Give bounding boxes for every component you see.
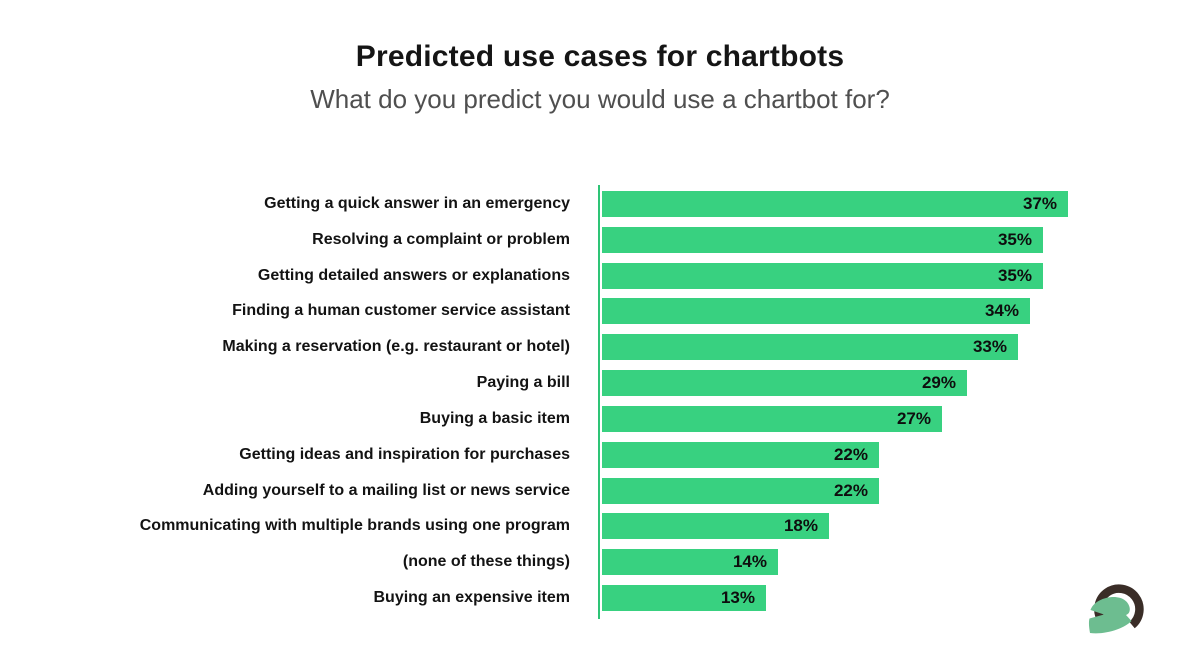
bar: 34% (602, 298, 1030, 325)
category-label: Communicating with multiple brands using… (139, 517, 570, 535)
category-label: Getting detailed answers or explanations (257, 266, 570, 284)
chart-row: (none of these things) 14% (0, 544, 1200, 580)
page-title: Predicted use cases for chartbots (355, 40, 845, 73)
chart-row: Buying a basic item 27% (0, 401, 1200, 437)
category-label: Resolving a complaint or problem (312, 230, 570, 248)
spartan-helmet-logo (1088, 584, 1144, 634)
value-label: 37% (1022, 193, 1057, 213)
bar: 22% (602, 441, 879, 468)
category-label: Getting ideas and inspiration for purcha… (239, 445, 570, 463)
value-label: 22% (833, 480, 868, 500)
value-label: 22% (833, 444, 868, 464)
value-label: 29% (921, 373, 956, 393)
bar: 22% (602, 477, 879, 504)
chart-row: Communicating with multiple brands using… (0, 508, 1200, 544)
bar: 29% (602, 370, 967, 397)
bar-chart: Getting a quick answer in an emergency 3… (0, 185, 1200, 626)
chart-row: Resolving a complaint or problem 35% (0, 222, 1200, 258)
chart-row: Finding a human customer service assista… (0, 293, 1200, 329)
category-label: Paying a bill (476, 374, 570, 392)
chart-row: Paying a bill 29% (0, 365, 1200, 401)
category-label: Making a reservation (e.g. restaurant or… (222, 338, 570, 356)
category-label: Buying an expensive item (373, 589, 570, 607)
bar: 35% (602, 226, 1043, 253)
value-label: 33% (972, 337, 1007, 357)
chart-header: Predicted use cases for chartbots What d… (0, 40, 1200, 115)
category-label: Buying a basic item (419, 409, 570, 427)
infographic: Predicted use cases for chartbots What d… (0, 40, 1200, 634)
value-label: 27% (896, 408, 931, 428)
bar: 14% (602, 549, 778, 576)
helmet-face-icon (1088, 596, 1132, 634)
value-label: 34% (984, 301, 1019, 321)
value-label: 13% (720, 588, 755, 608)
value-label: 18% (783, 516, 818, 536)
category-label: Finding a human customer service assista… (232, 302, 570, 320)
bar: 37% (602, 190, 1068, 217)
chart-row: Adding yourself to a mailing list or new… (0, 473, 1200, 509)
value-label: 35% (997, 265, 1032, 285)
category-label: Getting a quick answer in an emergency (264, 194, 570, 212)
bar: 13% (602, 585, 766, 612)
page-subtitle: What do you predict you would use a char… (310, 84, 890, 114)
chart-row: Getting detailed answers or explanations… (0, 258, 1200, 294)
category-label: Adding yourself to a mailing list or new… (202, 481, 570, 499)
value-label: 14% (732, 552, 767, 572)
chart-row: Making a reservation (e.g. restaurant or… (0, 329, 1200, 365)
bar: 27% (602, 405, 942, 432)
bar: 35% (602, 262, 1043, 289)
chart-row: Getting a quick answer in an emergency 3… (0, 186, 1200, 222)
chart-row: Getting ideas and inspiration for purcha… (0, 437, 1200, 473)
category-label: (none of these things) (402, 553, 570, 571)
bar: 18% (602, 513, 829, 540)
value-label: 35% (997, 229, 1032, 249)
y-axis-line (598, 185, 600, 619)
chart-rows: Getting a quick answer in an emergency 3… (0, 186, 1200, 616)
chart-row: Buying an expensive item 13% (0, 580, 1200, 616)
bar: 33% (602, 334, 1018, 361)
